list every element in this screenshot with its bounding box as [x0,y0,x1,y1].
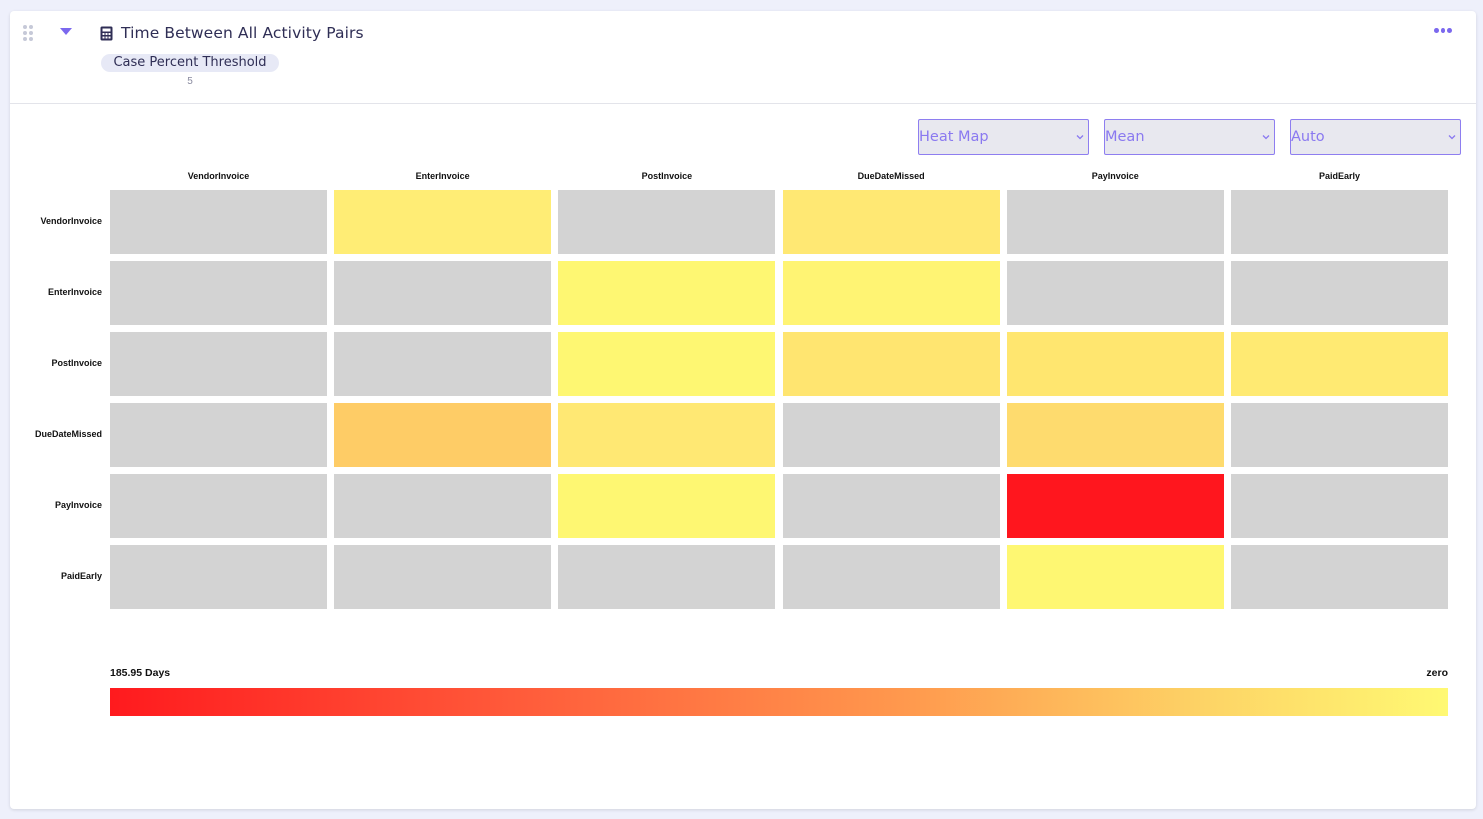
heatmap-cell[interactable] [558,190,776,254]
row-label: PayInvoice [54,500,102,510]
heatmap-cell[interactable] [1006,545,1224,609]
heatmap-cell[interactable] [334,261,552,325]
heatmap-cell[interactable] [1231,332,1448,396]
row-label: PostInvoice [51,358,102,368]
chevron-down-icon [1262,135,1270,140]
heatmap-cell[interactable] [334,190,552,254]
row-label: PaidEarly [60,571,102,581]
heatmap-cell[interactable] [1006,261,1224,325]
row-label: VendorInvoice [40,216,102,226]
heatmap-cell[interactable] [1231,403,1448,467]
chart-type-select-value: Heat Map [919,129,989,145]
heatmap-cell[interactable] [1006,190,1224,254]
heatmap-cell[interactable] [782,474,1000,538]
heatmap-cell[interactable] [782,545,1000,609]
widget-header: Time Between All Activity Pairs Case Per… [10,11,1476,104]
aggregation-select-value: Mean [1105,129,1145,145]
column-label: EnterInvoice [415,171,470,181]
heatmap-cell[interactable] [334,545,552,609]
heatmap-cell[interactable] [558,474,776,538]
heatmap-cell[interactable] [1006,474,1224,538]
heatmap-cell[interactable] [334,474,552,538]
heatmap-cell[interactable] [110,261,327,325]
heatmap-cell[interactable] [110,474,327,538]
chevron-down-icon [1076,135,1084,140]
column-label: PaidEarly [1318,171,1361,181]
aggregation-select[interactable]: Mean [1104,119,1275,155]
chart-type-select[interactable]: Heat Map [918,119,1089,155]
scale-select-value: Auto [1291,129,1325,145]
parameter-chip[interactable]: Case Percent Threshold [101,54,279,72]
column-label: DueDateMissed [857,171,925,181]
heatmap-cell[interactable] [334,332,552,396]
parameter-value: 5 [187,76,193,87]
heatmap-cell[interactable] [110,332,327,396]
heatmap-cell[interactable] [782,332,1000,396]
column-label: PayInvoice [1091,171,1139,181]
widget-card: Time Between All Activity Pairs Case Per… [10,11,1476,809]
heatmap-cell[interactable] [782,190,1000,254]
heatmap-cell[interactable] [558,332,776,396]
row-label: DueDateMissed [34,429,102,439]
heatmap-cell[interactable] [782,261,1000,325]
column-label: VendorInvoice [187,171,250,181]
legend-min-label: zero [1426,667,1448,679]
column-label: PostInvoice [641,171,693,181]
chevron-down-icon [1448,135,1456,140]
heatmap-cell[interactable] [782,403,1000,467]
drag-handle-icon[interactable] [23,25,33,41]
heatmap-cell[interactable] [1231,261,1448,325]
heatmap-cell[interactable] [558,261,776,325]
heatmap-cell[interactable] [334,403,552,467]
widget-title-group: Time Between All Activity Pairs [100,22,364,44]
color-scale-legend [110,688,1448,716]
collapse-toggle-icon[interactable] [60,28,72,38]
heatmap-cell[interactable] [558,545,776,609]
heatmap-cell[interactable] [1231,545,1448,609]
heatmap-cell[interactable] [110,545,327,609]
heatmap-cell[interactable] [558,403,776,467]
heatmap-cell[interactable] [110,403,327,467]
heatmap-cell[interactable] [110,190,327,254]
heatmap-cell[interactable] [1006,403,1224,467]
scale-select[interactable]: Auto [1290,119,1461,155]
heatmap-cell[interactable] [1231,190,1448,254]
widget-title: Time Between All Activity Pairs [121,24,364,42]
calculator-icon [100,26,113,40]
row-label: EnterInvoice [47,287,102,297]
heatmap-cell[interactable] [1006,332,1224,396]
more-options-icon[interactable] [1434,28,1453,34]
heatmap-cell[interactable] [1231,474,1448,538]
legend-max-label: 185.95 Days [110,667,171,679]
